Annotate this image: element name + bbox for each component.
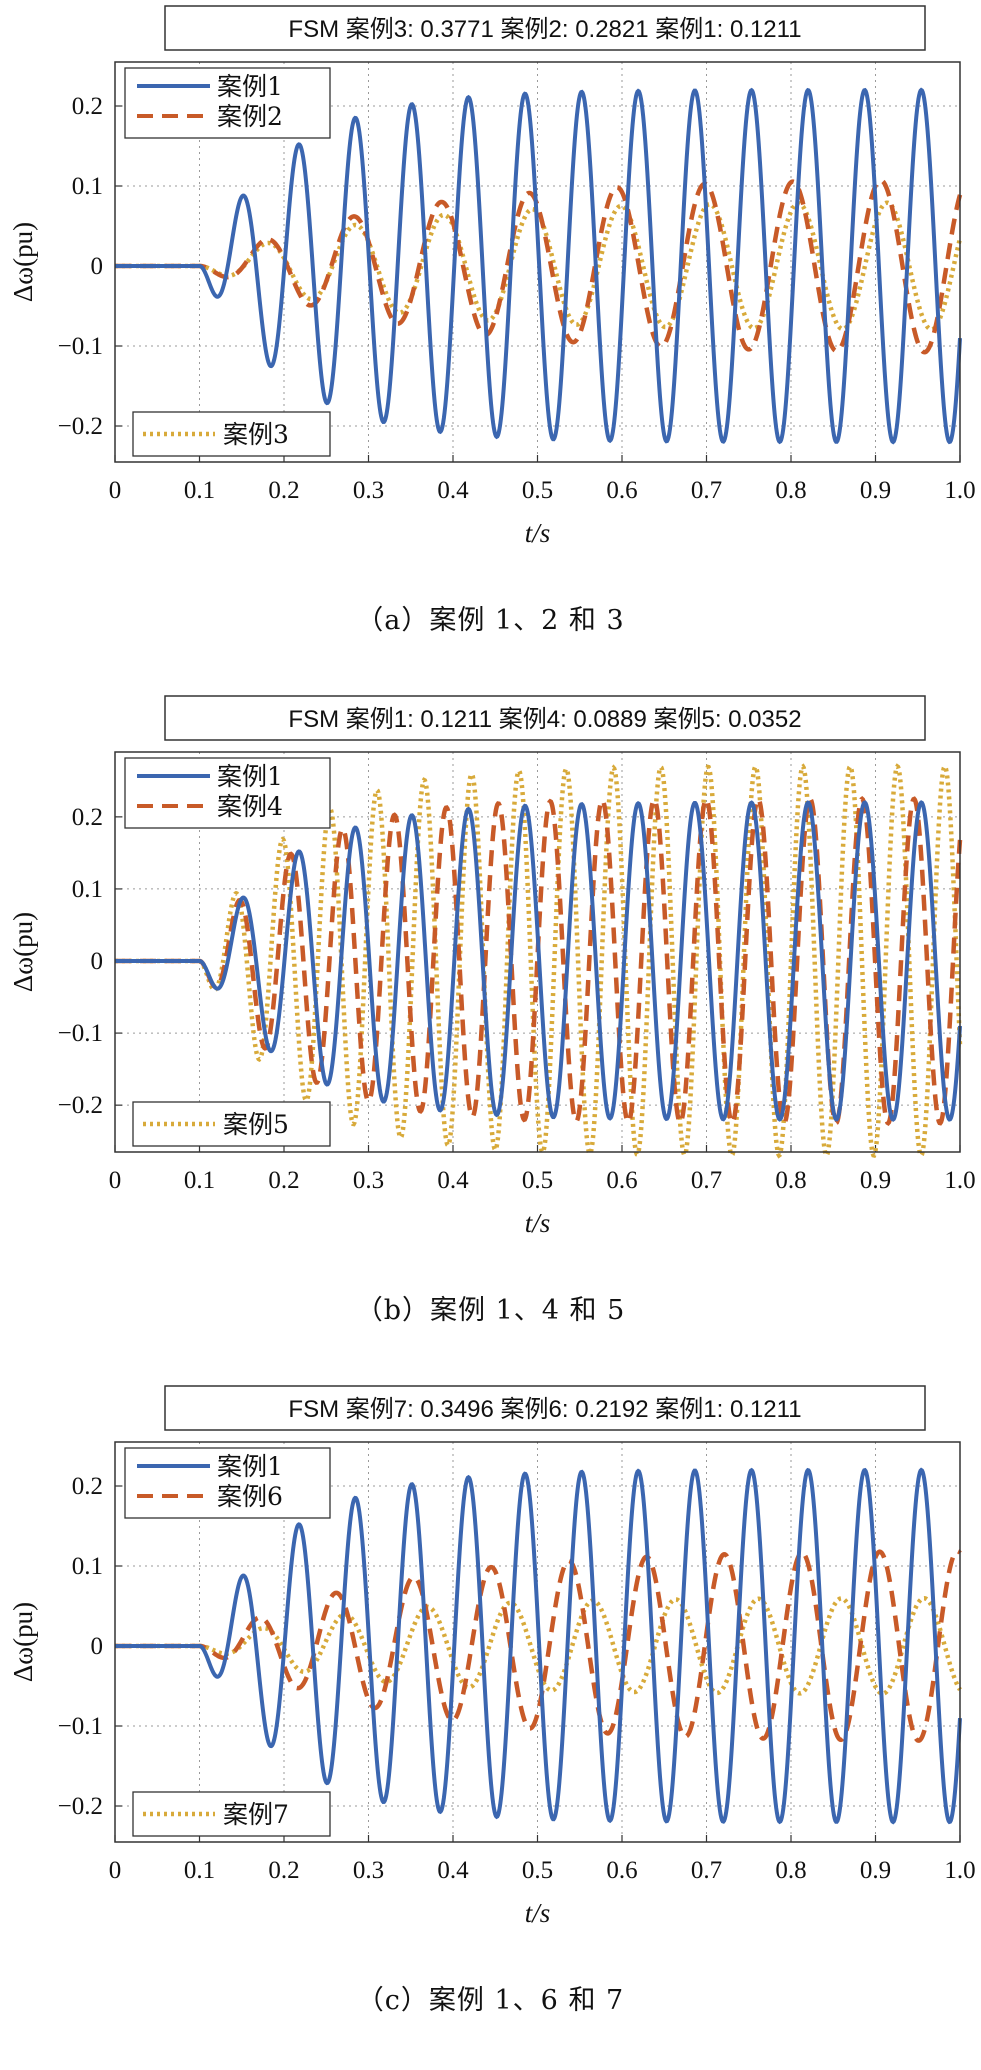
chart-a-xtick-label: 0.3	[353, 477, 384, 504]
chart-b-xtick-label: 0	[109, 1167, 122, 1194]
chart-b-axes-frame	[114, 751, 961, 1153]
chart-c-ytick-label: 0.1	[72, 1553, 103, 1580]
chart-a-ytick-label: 0.1	[72, 173, 103, 200]
chart-c-legend-label: 案例7	[223, 1800, 289, 1829]
chart-a-xtick-label: 0.4	[437, 477, 469, 504]
chart-c-xtick-label: 0.8	[775, 1857, 806, 1884]
chart-a-fsm-text: FSM 案例3: 0.3771 案例2: 0.2821 案例1: 0.1211	[288, 16, 801, 43]
chart-b-legend-label: 案例5	[223, 1110, 289, 1139]
chart-c-xtick-label: 0.3	[353, 1857, 384, 1884]
chart-c-xtick-label: 0.5	[522, 1857, 553, 1884]
chart-b-xtick-label: 0.3	[353, 1167, 384, 1194]
chart-a-legend-label: 案例3	[223, 420, 289, 449]
chart-c-xlabel: t/s	[525, 1898, 551, 1928]
chart-c-ytick-label: 0	[91, 1633, 104, 1660]
chart-c-xtick-label: 0.1	[184, 1857, 215, 1884]
chart-c-series-案例7	[115, 1595, 962, 1696]
chart-b-ytick-label: 0.2	[72, 804, 103, 831]
chart-b-xtick-label: 0.1	[184, 1167, 215, 1194]
chart-a-ytick-label: −0.1	[58, 333, 103, 360]
chart-c-axes-frame	[114, 1441, 961, 1843]
chart-a-series-案例1	[115, 87, 962, 445]
chart-a-xtick-label: 0.7	[691, 477, 722, 504]
chart-a-xtick-label: 0.5	[522, 477, 553, 504]
chart-b-xtick-label: 1.0	[944, 1167, 975, 1194]
chart-c-xtick-label: 0.7	[691, 1857, 722, 1884]
chart-b-fsm-box	[164, 695, 926, 741]
chart-a-ytick-label: 0	[91, 253, 104, 280]
chart-b-ylabel: Δω(pu)	[8, 912, 38, 992]
chart-a-xtick-label: 0.6	[606, 477, 637, 504]
chart-b-xtick-label: 0.4	[437, 1167, 469, 1194]
chart-a-ytick-label: 0.2	[72, 93, 103, 120]
chart-b-xtick-label: 0.8	[775, 1167, 806, 1194]
chart-c-ytick-label: 0.2	[72, 1473, 103, 1500]
chart-b-fsm-text: FSM 案例1: 0.1211 案例4: 0.0889 案例5: 0.0352	[288, 706, 801, 733]
chart-b-ytick-label: 0.1	[72, 876, 103, 903]
chart-c-xtick-label: 0.2	[268, 1857, 299, 1884]
chart-c-series-案例6	[115, 1548, 962, 1743]
chart-b-legend-top	[124, 757, 331, 829]
chart-a-fsm-box	[164, 5, 926, 51]
chart-b-caption: （b）案例 1、4 和 5	[355, 1295, 626, 1326]
chart-b-xtick-label: 0.9	[860, 1167, 891, 1194]
chart-c-caption: （c）案例 1、6 和 7	[356, 1985, 625, 2016]
chart-a-ylabel: Δω(pu)	[8, 222, 38, 302]
chart-c-plot: FSM 案例7: 0.3496 案例6: 0.2192 案例1: 0.1211 0…	[8, 1385, 976, 1928]
chart-a-caption: （a）案例 1、2 和 3	[356, 605, 625, 636]
chart-c-legend-top	[124, 1447, 331, 1519]
chart-panel-b: FSM 案例1: 0.1211 案例4: 0.0889 案例5: 0.0352 0…	[0, 690, 981, 1380]
chart-a-ytick-label: −0.2	[58, 413, 103, 440]
chart-c-xtick-label: 1.0	[944, 1857, 975, 1884]
chart-c-xtick-label: 0.6	[606, 1857, 637, 1884]
chart-a-legend-label: 案例1	[217, 72, 283, 101]
chart-b-plot: FSM 案例1: 0.1211 案例4: 0.0889 案例5: 0.0352 0…	[8, 695, 976, 1238]
chart-a-axes-frame	[114, 61, 961, 463]
chart-c-series-案例1	[115, 1467, 962, 1825]
chart-c-legend-label: 案例1	[217, 1452, 283, 1481]
chart-a-legend-label: 案例2	[217, 102, 283, 131]
chart-a-xlabel: t/s	[525, 518, 551, 548]
chart-b-ytick-label: 0	[91, 948, 104, 975]
chart-b-xtick-label: 0.7	[691, 1167, 722, 1194]
chart-a-xtick-label: 0.1	[184, 477, 215, 504]
chart-a-xtick-label: 1.0	[944, 477, 975, 504]
chart-c-fsm-box	[164, 1385, 926, 1431]
chart-b-xtick-label: 0.6	[606, 1167, 637, 1194]
chart-c-xtick-label: 0.4	[437, 1857, 469, 1884]
chart-c-xtick-label: 0.9	[860, 1857, 891, 1884]
chart-a-xtick-label: 0.8	[775, 477, 806, 504]
chart-b-xtick-label: 0.5	[522, 1167, 553, 1194]
chart-a-xtick-label: 0.9	[860, 477, 891, 504]
chart-panel-c: FSM 案例7: 0.3496 案例6: 0.2192 案例1: 0.1211 0…	[0, 1380, 981, 2070]
chart-b-series-案例1	[115, 800, 962, 1122]
chart-a-xtick-label: 0	[109, 477, 122, 504]
chart-c-ytick-label: −0.1	[58, 1713, 103, 1740]
chart-b-xtick-label: 0.2	[268, 1167, 299, 1194]
chart-a-xtick-label: 0.2	[268, 477, 299, 504]
chart-b-xlabel: t/s	[525, 1208, 551, 1238]
chart-b-ytick-label: −0.1	[58, 1020, 103, 1047]
chart-a-legend-top	[124, 67, 331, 139]
chart-c-xtick-label: 0	[109, 1857, 122, 1884]
chart-c-ylabel: Δω(pu)	[8, 1602, 38, 1682]
chart-b-ytick-label: −0.2	[58, 1092, 103, 1119]
chart-b-legend-label: 案例1	[217, 762, 283, 791]
chart-panel-a: FSM 案例3: 0.3771 案例2: 0.2821 案例1: 0.1211 0…	[0, 0, 981, 690]
chart-c-fsm-text: FSM 案例7: 0.3496 案例6: 0.2192 案例1: 0.1211	[288, 1396, 801, 1423]
chart-a-plot: FSM 案例3: 0.3771 案例2: 0.2821 案例1: 0.1211 0…	[8, 5, 976, 548]
chart-c-legend-label: 案例6	[217, 1482, 283, 1511]
chart-c-ytick-label: −0.2	[58, 1793, 103, 1820]
chart-b-legend-label: 案例4	[217, 792, 283, 821]
